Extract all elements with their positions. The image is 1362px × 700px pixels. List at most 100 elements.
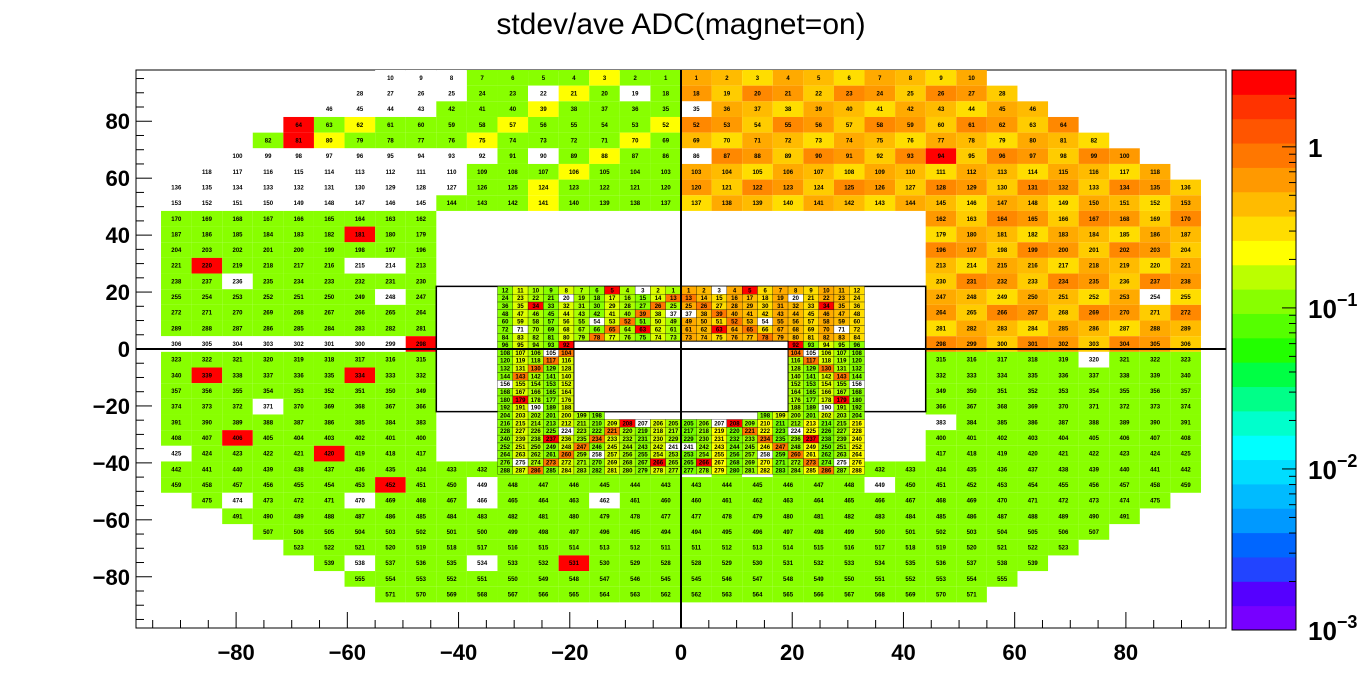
heatmap-cell bbox=[956, 132, 987, 149]
heatmap-cell bbox=[528, 132, 559, 149]
cell-label: 196 bbox=[416, 248, 427, 254]
cell-label: 475 bbox=[1150, 499, 1161, 505]
cell-label: 38 bbox=[571, 107, 578, 113]
cell-label: 114 bbox=[1028, 170, 1038, 176]
heatmap-cell bbox=[711, 179, 743, 196]
heatmap-cell bbox=[252, 430, 284, 446]
heatmap-cell bbox=[344, 101, 376, 117]
cell-label: 319 bbox=[294, 358, 305, 364]
heatmap-cell bbox=[283, 445, 314, 462]
cell-label: 287 bbox=[1119, 326, 1130, 332]
inner-cell-label: 280 bbox=[622, 468, 633, 474]
cell-label: 36 bbox=[632, 107, 639, 113]
heatmap-cell bbox=[283, 351, 314, 368]
inner-cell-label: 154 bbox=[531, 382, 542, 388]
heatmap-cell bbox=[222, 461, 253, 478]
heatmap-cell bbox=[1109, 383, 1140, 399]
inner-cell-label: 8 bbox=[794, 288, 798, 294]
heatmap-cell bbox=[986, 132, 1018, 149]
heatmap-cell bbox=[1048, 116, 1079, 133]
inner-cell-label: 56 bbox=[792, 320, 799, 326]
heatmap-cell bbox=[344, 477, 376, 493]
cell-label: 501 bbox=[447, 530, 458, 536]
inner-cell-label: 16 bbox=[731, 296, 738, 302]
heatmap-cell bbox=[925, 320, 957, 337]
heatmap-cell bbox=[436, 571, 467, 587]
heatmap-cell bbox=[895, 195, 926, 211]
cell-label: 318 bbox=[1028, 358, 1039, 364]
cell-label: 408 bbox=[171, 436, 182, 442]
cell-label: 77 bbox=[938, 138, 945, 144]
cell-label: 71 bbox=[754, 138, 761, 144]
heatmap-cell bbox=[1139, 398, 1171, 415]
cell-label: 530 bbox=[600, 561, 611, 567]
heatmap-cell bbox=[956, 414, 987, 431]
cell-label: 167 bbox=[263, 217, 274, 223]
heatmap-cell bbox=[986, 398, 1018, 415]
cell-label: 529 bbox=[722, 561, 733, 567]
cell-label: 271 bbox=[1150, 311, 1161, 317]
heatmap-cell bbox=[986, 539, 1018, 556]
heatmap-cell bbox=[833, 195, 865, 211]
cell-label: 442 bbox=[1181, 467, 1192, 473]
inner-cell-label: 236 bbox=[561, 437, 572, 443]
heatmap-cell bbox=[313, 461, 345, 478]
inner-cell-label: 67 bbox=[777, 327, 784, 333]
cell-label: 248 bbox=[967, 295, 978, 301]
inner-cell-label: 234 bbox=[592, 437, 603, 443]
cell-label: 1 bbox=[664, 76, 668, 82]
inner-cell-label: 164 bbox=[791, 390, 802, 396]
heatmap-cell bbox=[1109, 179, 1140, 196]
heatmap-cell bbox=[252, 445, 284, 462]
cell-label: 336 bbox=[294, 373, 305, 379]
heatmap-cell bbox=[833, 492, 865, 509]
heatmap-cell bbox=[161, 320, 192, 337]
heatmap-cell bbox=[589, 539, 620, 556]
cell-label: 44 bbox=[968, 107, 975, 113]
inner-cell-label: 129 bbox=[546, 367, 557, 373]
cell-label: 387 bbox=[1058, 420, 1069, 426]
cell-label: 236 bbox=[232, 279, 243, 285]
heatmap-cell bbox=[925, 163, 957, 180]
inner-cell-label: 256 bbox=[730, 453, 741, 459]
cell-label: 63 bbox=[326, 123, 333, 129]
colorbar-segment bbox=[1232, 337, 1296, 363]
heatmap-cell bbox=[1048, 289, 1079, 305]
inner-cell-label: 59 bbox=[517, 320, 524, 326]
cell-label: 563 bbox=[722, 593, 733, 599]
heatmap-cell bbox=[956, 70, 987, 86]
cell-label: 120 bbox=[691, 185, 702, 191]
heatmap-cell bbox=[405, 163, 437, 180]
cell-label: 186 bbox=[1150, 232, 1161, 238]
cell-label: 249 bbox=[997, 295, 1008, 301]
cell-label: 566 bbox=[814, 593, 825, 599]
inner-cell-label: 263 bbox=[837, 453, 848, 459]
heatmap-cell bbox=[650, 116, 681, 133]
cell-label: 462 bbox=[600, 499, 611, 505]
inner-cell-label: 71 bbox=[517, 327, 524, 333]
cell-label: 230 bbox=[936, 279, 947, 285]
cell-label: 140 bbox=[569, 201, 580, 207]
inner-cell-label: 5 bbox=[611, 288, 615, 294]
heatmap-cell bbox=[1109, 461, 1140, 478]
heatmap-cell bbox=[742, 101, 773, 117]
heatmap-cell bbox=[1109, 336, 1140, 352]
heatmap-cell bbox=[252, 508, 284, 525]
inner-cell-label: 144 bbox=[852, 374, 863, 380]
heatmap-cell bbox=[558, 85, 590, 102]
cell-label: 126 bbox=[875, 185, 886, 191]
cell-label: 20 bbox=[754, 91, 761, 97]
cell-label: 466 bbox=[875, 499, 886, 505]
inner-cell-label: 36 bbox=[502, 304, 509, 310]
heatmap-cell bbox=[344, 116, 376, 133]
cell-label: 24 bbox=[876, 91, 883, 97]
cell-label: 18 bbox=[693, 91, 700, 97]
heatmap-cell bbox=[650, 70, 681, 86]
inner-cell-label: 20 bbox=[563, 296, 570, 302]
heatmap-cell bbox=[589, 555, 620, 572]
cell-label: 214 bbox=[967, 264, 978, 270]
cell-label: 374 bbox=[171, 405, 182, 411]
cell-label: 407 bbox=[202, 436, 213, 442]
cell-label: 504 bbox=[997, 530, 1008, 536]
heatmap-cell bbox=[1139, 179, 1171, 196]
